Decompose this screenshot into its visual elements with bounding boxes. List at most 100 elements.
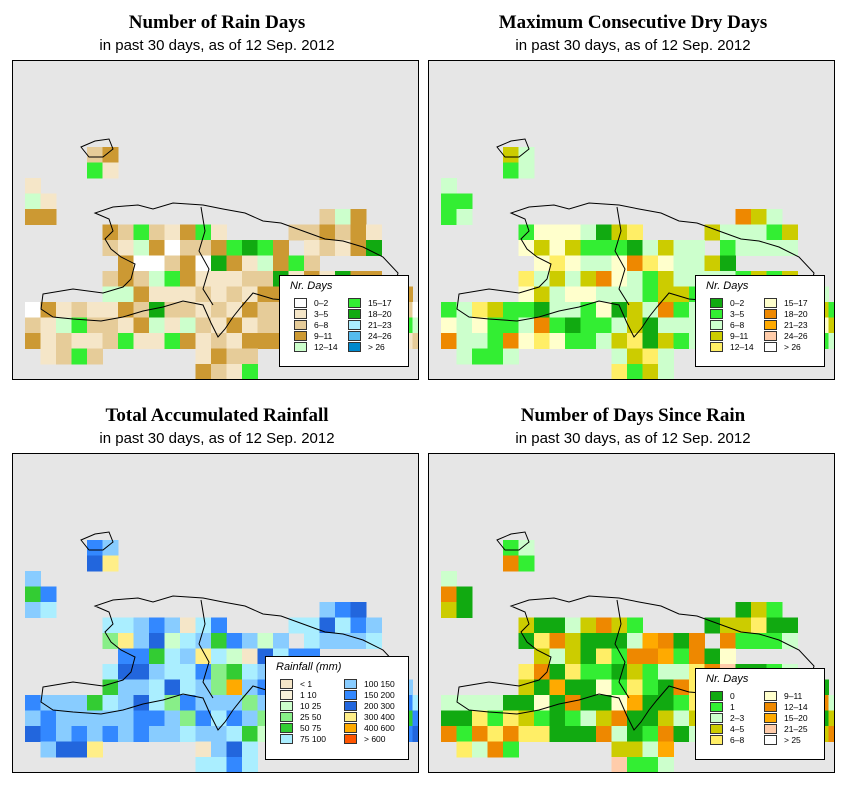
grid-cell <box>257 240 274 256</box>
grid-cell <box>40 317 57 334</box>
grid-cell <box>456 348 473 365</box>
grid-cell <box>118 255 134 272</box>
grid-cell <box>828 726 834 742</box>
legend-swatch <box>710 331 723 341</box>
grid-cell <box>102 224 119 241</box>
grid-cell <box>642 648 659 665</box>
grid-cell <box>611 333 628 349</box>
grid-cell <box>133 333 150 349</box>
grid-cell <box>242 364 258 379</box>
grid-cell <box>412 726 418 742</box>
grid-cell <box>133 648 150 665</box>
grid-cell <box>441 209 457 225</box>
grid-cell <box>611 741 628 758</box>
grid-cell <box>211 726 227 742</box>
grid-cell <box>580 726 597 742</box>
grid-cell <box>164 333 181 349</box>
grid-cell <box>242 286 258 303</box>
grid-cell <box>565 695 581 711</box>
grid-cell <box>689 633 705 649</box>
grid-cell <box>133 695 150 711</box>
grid-cell <box>195 757 212 772</box>
coastline <box>496 138 530 158</box>
grid-cell <box>658 710 674 727</box>
legend-swatch <box>294 309 307 319</box>
grid-cell <box>534 240 550 256</box>
grid-cell <box>133 679 150 696</box>
grid-cell <box>627 302 643 318</box>
coastline <box>40 202 399 338</box>
legend-rain-days: Nr. Days 0–2 3–5 6–8 9–11 12–14 15–17 18… <box>279 275 409 367</box>
grid-cell <box>102 286 119 303</box>
grid-cell <box>226 679 243 696</box>
grid-cell <box>549 695 566 711</box>
legend-swatch <box>710 735 723 745</box>
grid-cell <box>766 224 783 241</box>
grid-cell <box>226 255 243 272</box>
grid-cell <box>487 710 504 727</box>
grid-cell <box>304 224 320 241</box>
grid-cell <box>580 271 597 287</box>
grid-cell <box>534 271 550 287</box>
grid-cell <box>366 633 382 649</box>
grid-cell <box>56 710 72 727</box>
legend-swatch <box>764 691 777 701</box>
grid-cell <box>242 271 258 287</box>
grid-cell <box>164 633 181 649</box>
grid-cell <box>580 333 597 349</box>
grid-cell <box>580 695 597 711</box>
grid-cell <box>195 633 212 649</box>
grid-cell <box>304 617 320 634</box>
grid-cell <box>658 695 674 711</box>
grid-cell <box>627 240 643 256</box>
grid-cell <box>441 571 457 587</box>
grid-cell <box>133 302 150 318</box>
grid-cell <box>40 209 57 225</box>
grid-cell <box>164 695 181 711</box>
grid-cell <box>534 695 550 711</box>
grid-cell <box>735 209 752 225</box>
grid-cell <box>195 726 212 742</box>
legend-swatch <box>710 309 723 319</box>
grid-cell <box>549 302 566 318</box>
grid-cell <box>180 617 196 634</box>
grid-cell <box>658 741 674 758</box>
grid-cell <box>673 726 690 742</box>
legend-swatch <box>710 342 723 352</box>
grid-cell <box>102 302 119 318</box>
grid-cell <box>164 710 181 727</box>
grid-cell <box>627 741 643 758</box>
grid-cell <box>56 302 72 318</box>
grid-cell <box>102 617 119 634</box>
coastline <box>80 138 114 158</box>
grid-cell <box>580 664 597 680</box>
grid-cell <box>180 633 196 649</box>
grid-cell <box>102 540 119 556</box>
grid-cell <box>226 364 243 379</box>
grid-cell <box>673 302 690 318</box>
grid-cell <box>180 679 196 696</box>
grid-cell <box>627 364 643 379</box>
grid-cell <box>828 317 834 334</box>
grid-cell <box>534 302 550 318</box>
grid-cell <box>149 271 165 287</box>
grid-cell <box>627 710 643 727</box>
grid-cell <box>487 741 504 758</box>
grid-cell <box>441 317 457 334</box>
grid-cell <box>226 664 243 680</box>
grid-cell <box>226 302 243 318</box>
grid-cell <box>242 317 258 334</box>
grid-cell <box>40 710 57 727</box>
grid-cell <box>118 633 134 649</box>
grid-cell <box>71 333 88 349</box>
grid-cell <box>751 209 767 225</box>
grid-cell <box>118 224 134 241</box>
grid-cell <box>642 757 659 772</box>
country-border <box>198 599 214 699</box>
grid-cell <box>242 679 258 696</box>
grid-cell <box>366 224 382 241</box>
grid-cell <box>456 209 473 225</box>
grid-cell <box>133 710 150 727</box>
grid-cell <box>534 648 550 665</box>
grid-cell <box>534 633 550 649</box>
